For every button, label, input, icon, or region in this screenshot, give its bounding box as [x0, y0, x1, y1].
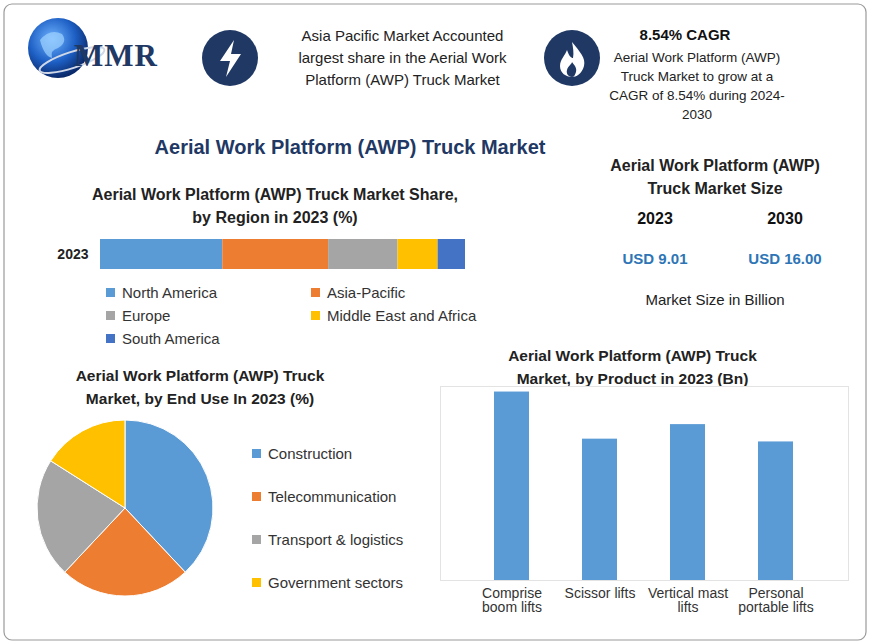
- html-text:USD 9.01: USD 9.01: [622, 250, 688, 267]
- html-text:Middle East and Africa: Middle East and Africa: [327, 307, 477, 324]
- html-text:Aerial Work Platform (AWP) Tru: Aerial Work Platform (AWP) Truck Market …: [610, 157, 820, 197]
- html-text:Government sectors: Government sectors: [268, 574, 404, 591]
- svg-text:Compriseboom lifts: Compriseboom lifts: [482, 585, 542, 615]
- svg-text:Personalportable lifts: Personalportable lifts: [738, 585, 813, 615]
- html-text:USD 16.00: USD 16.00: [748, 250, 822, 267]
- html-text:South America: South America: [122, 330, 220, 347]
- html-text:Aerial Work Platform (AWP) Tru: Aerial Work Platform (AWP) Truck Market,…: [508, 347, 757, 387]
- svg-text:Scissor lifts: Scissor lifts: [565, 585, 636, 601]
- html-text:Market Size in Billion: Market Size in Billion: [645, 291, 785, 308]
- html-text:Asia-Pacific: Asia-Pacific: [327, 284, 406, 301]
- html-text:2030: 2030: [767, 210, 803, 227]
- html-text:Transport & logistics: Transport & logistics: [268, 531, 404, 548]
- html-text:Aerial Work Platform (AWP) Tru: Aerial Work Platform (AWP) Truck Market,…: [75, 367, 325, 407]
- svg-text:2023: 2023: [57, 246, 88, 262]
- html-text:MMR: MMR: [74, 38, 158, 73]
- html-text:North America: North America: [122, 284, 217, 301]
- html-text:2023: 2023: [637, 210, 673, 227]
- html-text:Aerial Work Platform (AWP) Tru: Aerial Work Platform (AWP) Truck Market: [154, 136, 546, 158]
- html-text:Construction: Construction: [268, 445, 353, 462]
- svg-text:Vertical mastlifts: Vertical mastlifts: [648, 585, 728, 615]
- html-text:Aerial Work Platform (AWP) Tru: Aerial Work Platform (AWP) Truck Market …: [92, 186, 458, 226]
- html-text:Asia Pacific Market Accounted: Asia Pacific Market Accounted largest sh…: [298, 27, 507, 88]
- html-text:Telecommunication: Telecommunication: [268, 488, 397, 505]
- html-text:Europe: Europe: [122, 307, 171, 324]
- html-text:8.54% CAGR: 8.54% CAGR: [639, 26, 731, 43]
- html-text:Aerial Work Platform (AWP) Tru: Aerial Work Platform (AWP) Truck Market …: [609, 50, 785, 122]
